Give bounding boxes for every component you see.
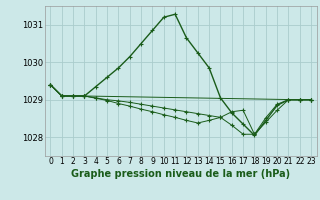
X-axis label: Graphe pression niveau de la mer (hPa): Graphe pression niveau de la mer (hPa)	[71, 169, 290, 179]
